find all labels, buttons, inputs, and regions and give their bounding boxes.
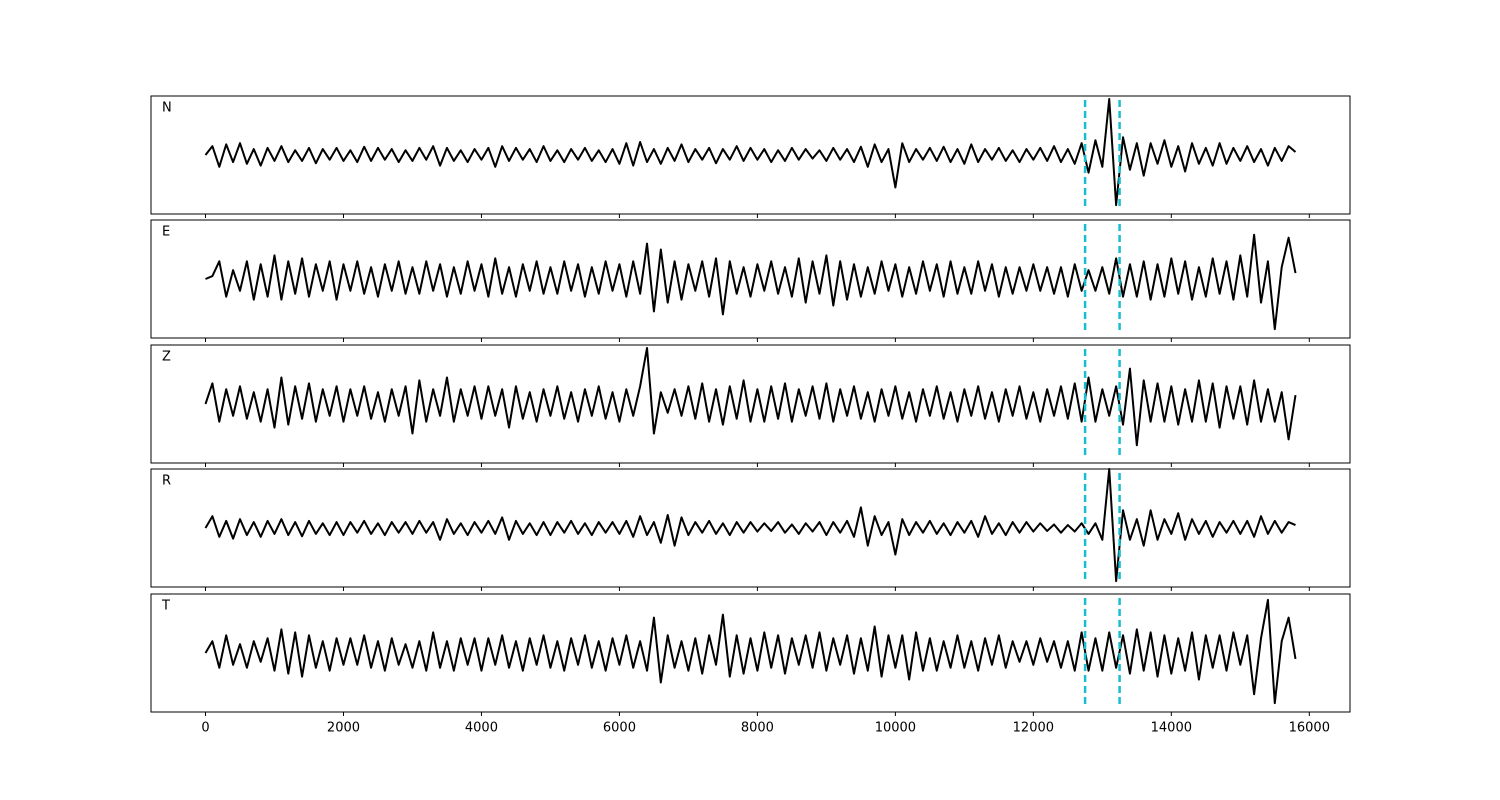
trace: [205, 233, 1297, 331]
x-tick-label: 16000: [1289, 721, 1330, 736]
panel-frame: [150, 468, 1351, 588]
trace: [204, 598, 1297, 705]
panel-frame: [150, 344, 1351, 464]
panel-label: E: [162, 225, 170, 240]
panel-label: N: [162, 101, 172, 116]
panel-frame: [150, 593, 1351, 713]
x-tick-label: 2000: [327, 721, 360, 736]
trace: [204, 468, 1296, 583]
panel-label: R: [162, 474, 171, 489]
x-tick-label: 8000: [741, 721, 774, 736]
x-tick-label: 14000: [1151, 721, 1192, 736]
trace: [204, 97, 1297, 207]
x-tick-label: 0: [201, 721, 209, 736]
trace: [204, 346, 1297, 447]
panel-frame: [150, 95, 1351, 215]
x-tick-label: 6000: [603, 721, 636, 736]
x-tick-label: 12000: [1013, 721, 1054, 736]
panel-label: Z: [162, 350, 171, 365]
x-tick-label: 4000: [465, 721, 498, 736]
panel-frame: [150, 219, 1351, 339]
panel-label: T: [161, 599, 170, 614]
x-tick-label: 10000: [875, 721, 916, 736]
